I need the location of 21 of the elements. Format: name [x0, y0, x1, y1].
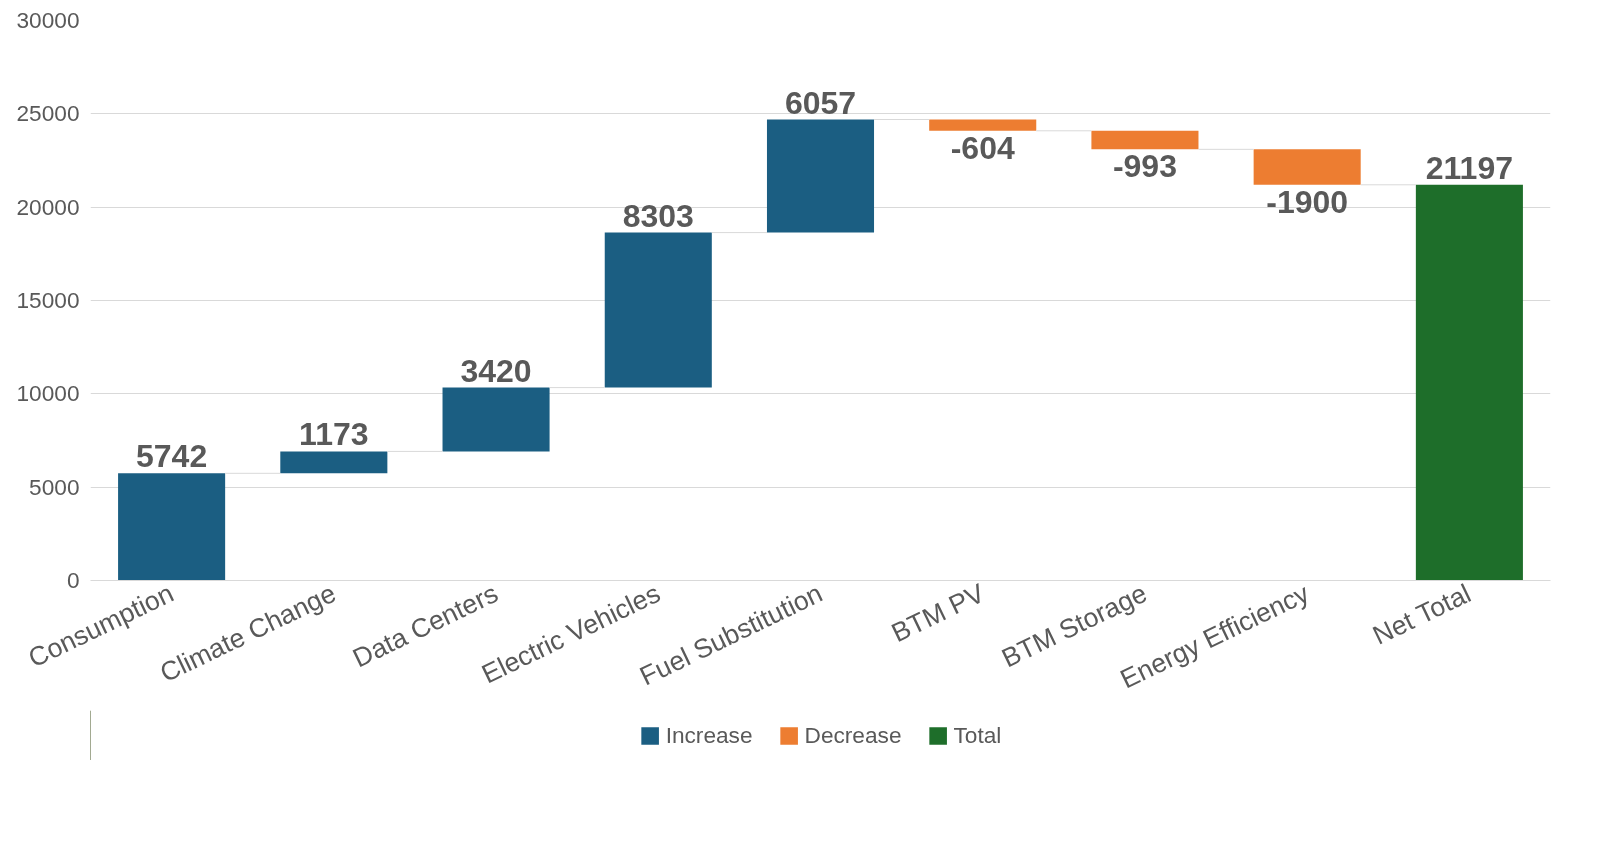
- data-label: 21197: [1425, 149, 1513, 186]
- data-label: -604: [950, 129, 1015, 166]
- y-tick-label: 20000: [16, 193, 80, 220]
- legend-label: Decrease: [804, 721, 902, 749]
- legend-label: Increase: [665, 721, 753, 749]
- y-tick-label: 25000: [16, 100, 80, 127]
- data-label: -1900: [1266, 183, 1349, 220]
- y-tick-label: 5000: [29, 473, 80, 500]
- data-label: -993: [1112, 148, 1177, 185]
- data-label: 1173: [299, 416, 369, 453]
- y-tick-label: 30000: [16, 7, 80, 33]
- y-tick-label: 10000: [16, 380, 80, 407]
- legend-label: Total: [953, 721, 1002, 749]
- y-tick-label: 15000: [16, 287, 80, 313]
- data-label: 3420: [460, 352, 532, 389]
- y-tick-label: 0: [66, 567, 80, 593]
- data-label: 6057: [784, 84, 857, 121]
- data-label: 5742: [136, 438, 208, 475]
- x-tick-label: BTM PV: [886, 577, 990, 649]
- x-tick-label: Net Total: [1368, 578, 1476, 651]
- data-label: 8303: [622, 197, 694, 234]
